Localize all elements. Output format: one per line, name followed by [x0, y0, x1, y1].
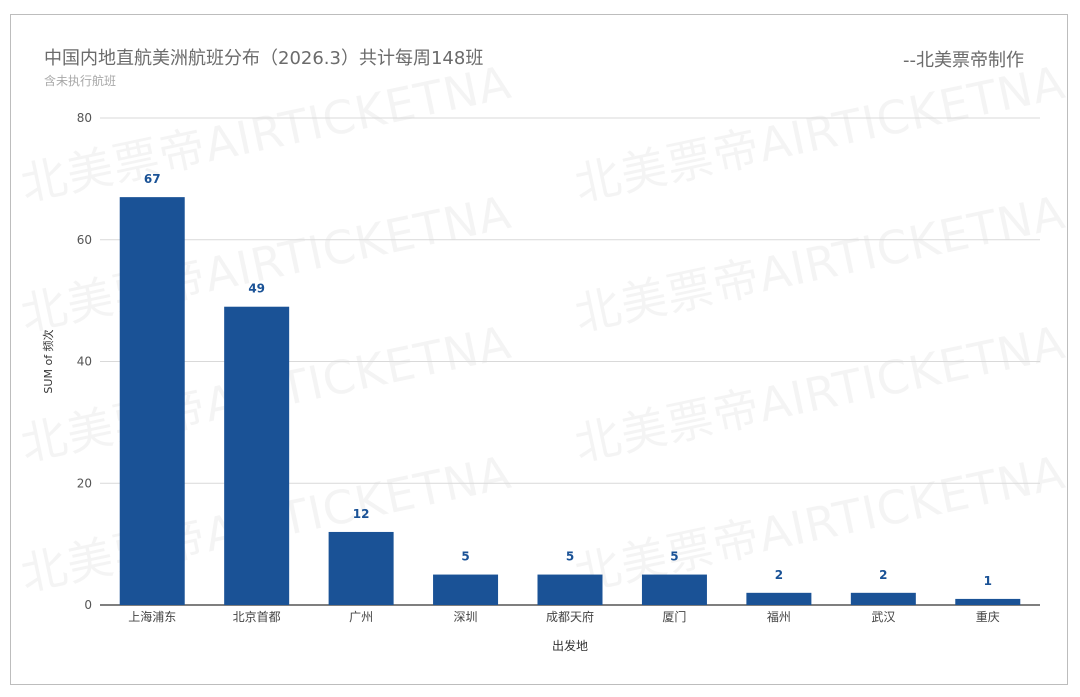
- data-label: 1: [984, 574, 992, 588]
- bar: [224, 306, 290, 605]
- y-tick-label: 80: [77, 111, 92, 125]
- x-tick-label: 上海浦东: [128, 609, 176, 624]
- x-tick-label: 北京首都: [233, 610, 281, 624]
- bar: [850, 592, 916, 605]
- y-tick-label: 60: [77, 233, 92, 247]
- chart-subtitle: 含未执行航班: [44, 74, 117, 88]
- data-label: 67: [144, 172, 161, 186]
- x-axis-title: 出发地: [552, 638, 588, 653]
- y-tick-label: 20: [77, 476, 92, 490]
- x-tick-label: 厦门: [662, 609, 686, 624]
- bar: [955, 598, 1021, 605]
- x-tick-label: 广州: [349, 610, 373, 624]
- y-tick-label: 40: [77, 355, 92, 369]
- data-label: 49: [248, 282, 265, 296]
- bar: [119, 197, 185, 605]
- data-label: 2: [775, 568, 783, 582]
- data-label: 5: [670, 550, 678, 564]
- x-tick-label: 深圳: [454, 610, 478, 624]
- y-axis-title: SUM of 频次: [41, 329, 55, 393]
- x-tick-label: 武汉: [871, 610, 895, 624]
- chart-frame: [10, 14, 1068, 685]
- bar: [537, 574, 603, 605]
- data-label: 12: [353, 507, 370, 521]
- chart-title: 中国内地直航美洲航班分布（2026.3）共计每周148班: [44, 48, 484, 69]
- chart-credit: --北美票帝制作: [903, 50, 1024, 71]
- y-tick-label: 0: [84, 598, 92, 612]
- data-label: 5: [566, 550, 574, 564]
- x-tick-label: 重庆: [976, 610, 1000, 624]
- bar: [641, 574, 707, 605]
- x-tick-label: 成都天府: [546, 609, 594, 624]
- bar: [433, 574, 499, 605]
- data-label: 5: [461, 550, 469, 564]
- data-label: 2: [879, 568, 887, 582]
- bar: [746, 592, 812, 605]
- bar: [328, 531, 394, 605]
- x-tick-label: 福州: [767, 609, 791, 624]
